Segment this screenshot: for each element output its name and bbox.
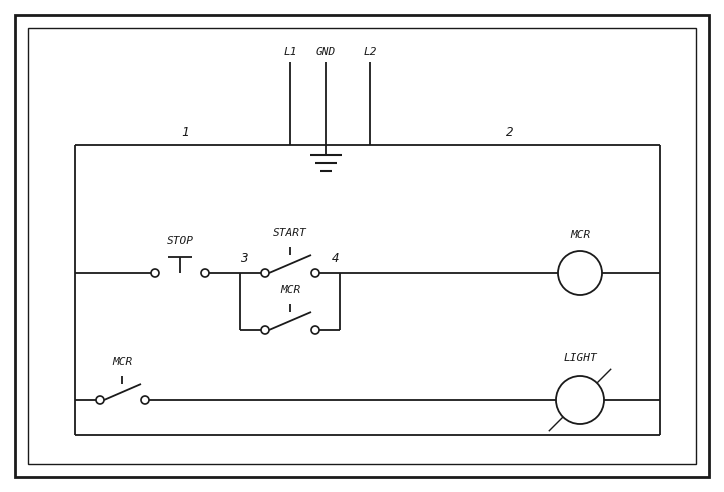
Text: GND: GND bbox=[316, 47, 336, 57]
Circle shape bbox=[141, 396, 149, 404]
Text: MCR: MCR bbox=[280, 285, 300, 295]
Text: L2: L2 bbox=[363, 47, 376, 57]
Circle shape bbox=[311, 269, 319, 277]
Text: START: START bbox=[273, 228, 307, 238]
Text: MCR: MCR bbox=[112, 357, 132, 367]
Text: 2: 2 bbox=[506, 126, 514, 140]
Text: 1: 1 bbox=[181, 126, 189, 140]
Circle shape bbox=[558, 251, 602, 295]
Text: L1: L1 bbox=[283, 47, 297, 57]
Circle shape bbox=[311, 326, 319, 334]
Text: 3: 3 bbox=[240, 252, 248, 266]
Circle shape bbox=[261, 269, 269, 277]
Circle shape bbox=[96, 396, 104, 404]
Text: LIGHT: LIGHT bbox=[563, 353, 597, 363]
Circle shape bbox=[201, 269, 209, 277]
Text: MCR: MCR bbox=[570, 230, 590, 240]
Text: 4: 4 bbox=[332, 252, 340, 266]
Bar bbox=[28, 28, 696, 464]
Circle shape bbox=[556, 376, 604, 424]
Text: STOP: STOP bbox=[167, 236, 193, 246]
Circle shape bbox=[151, 269, 159, 277]
Circle shape bbox=[261, 326, 269, 334]
